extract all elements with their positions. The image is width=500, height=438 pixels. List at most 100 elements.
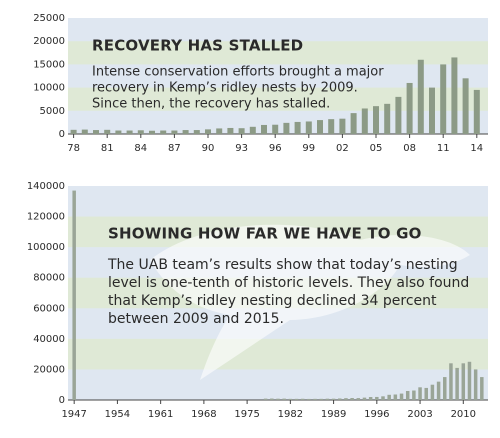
- x-tick-label: 2010: [451, 409, 476, 420]
- bar: [405, 390, 410, 400]
- bar: [182, 130, 189, 134]
- bar: [283, 122, 290, 134]
- x-tick-label: 99: [302, 143, 315, 154]
- bar: [451, 57, 458, 134]
- bar: [263, 398, 268, 400]
- bar: [300, 398, 305, 400]
- bar: [328, 119, 335, 134]
- y-tick-label: 20000: [33, 36, 65, 47]
- turtle-silhouette: [150, 224, 470, 380]
- bar: [313, 398, 317, 400]
- x-tick-label: 08: [403, 143, 416, 154]
- bar: [381, 396, 385, 400]
- bar: [393, 394, 398, 400]
- bar: [373, 106, 379, 134]
- bar: [395, 96, 402, 134]
- bar: [361, 108, 368, 134]
- bar: [238, 128, 245, 134]
- bar: [462, 78, 469, 134]
- grid-band: [68, 41, 488, 65]
- annotation-line: The UAB team’s results show that today’s…: [107, 257, 458, 273]
- x-tick-label: 1975: [234, 409, 259, 420]
- bar: [418, 387, 422, 400]
- bar: [70, 129, 77, 134]
- x-tick-label: 78: [67, 143, 80, 154]
- y-tick-label: 15000: [33, 59, 65, 70]
- y-tick-label: 40000: [33, 334, 65, 345]
- x-tick-label: 1947: [61, 409, 86, 420]
- bar: [227, 127, 234, 134]
- bar: [350, 398, 354, 400]
- y-tick-label: 10000: [33, 83, 65, 94]
- bar: [294, 121, 301, 134]
- bar: [294, 398, 299, 400]
- bar: [307, 398, 311, 400]
- y-tick-label: 25000: [33, 13, 65, 24]
- bar: [270, 398, 274, 400]
- bar: [417, 59, 424, 135]
- bar: [443, 377, 447, 400]
- x-tick-label: 1982: [278, 409, 303, 420]
- x-tick-label: 11: [437, 143, 450, 154]
- x-tick-label: 02: [336, 143, 349, 154]
- bar: [399, 393, 404, 400]
- annotation-line: that Kemp’s ridley nesting declined 34 p…: [108, 293, 437, 309]
- bar: [350, 113, 357, 134]
- x-tick-label: 2003: [407, 409, 432, 420]
- bar: [455, 367, 459, 400]
- bar: [137, 130, 144, 134]
- bar: [384, 103, 391, 134]
- y-tick-label: 20000: [33, 364, 65, 375]
- grid-band: [68, 338, 488, 370]
- bar: [319, 398, 323, 400]
- bar: [473, 369, 478, 400]
- bar: [205, 129, 211, 134]
- bar: [81, 129, 88, 134]
- bar: [249, 126, 256, 134]
- bar: [282, 398, 286, 400]
- bar: [467, 361, 472, 400]
- y-tick-label: 5000: [40, 106, 65, 117]
- bar: [149, 130, 155, 134]
- bar: [461, 363, 466, 400]
- bar: [288, 398, 293, 400]
- grid-band: [68, 87, 488, 111]
- bar: [272, 124, 279, 134]
- y-tick-label: 100000: [27, 242, 65, 253]
- bar: [480, 377, 484, 400]
- bar: [193, 130, 200, 134]
- chart-title: RECOVERY HAS STALLED: [92, 37, 303, 55]
- y-tick-label: 80000: [33, 273, 65, 284]
- bar: [436, 381, 441, 400]
- x-tick-label: 1996: [364, 409, 389, 420]
- annotation-line: Since then, the recovery has stalled.: [92, 97, 330, 112]
- bar: [362, 397, 367, 400]
- bar: [72, 190, 76, 400]
- x-tick-label: 90: [202, 143, 215, 154]
- bar: [331, 398, 336, 400]
- y-tick-label: 60000: [33, 303, 65, 314]
- bar: [412, 390, 416, 400]
- x-tick-label: 05: [370, 143, 383, 154]
- bar: [449, 363, 453, 400]
- y-tick-label: 0: [59, 129, 65, 140]
- bar: [216, 128, 223, 134]
- chart-title: SHOWING HOW FAR WE HAVE TO GO: [108, 225, 422, 243]
- bar: [317, 120, 323, 134]
- bar: [430, 384, 435, 400]
- x-tick-label: 93: [235, 143, 248, 154]
- x-tick-label: 84: [134, 143, 147, 154]
- x-tick-label: 87: [168, 143, 181, 154]
- annotation-line: between 2009 and 2015.: [108, 311, 284, 327]
- bar: [160, 130, 167, 134]
- bar: [171, 130, 178, 134]
- bar: [406, 82, 413, 134]
- bar: [356, 398, 361, 400]
- annotation-line: level is one-tenth of historic levels. T…: [108, 275, 469, 291]
- y-tick-label: 0: [59, 395, 65, 406]
- bar: [126, 130, 133, 134]
- bar: [344, 398, 348, 400]
- bar: [261, 124, 267, 134]
- y-tick-label: 140000: [27, 181, 65, 192]
- bar: [276, 398, 280, 400]
